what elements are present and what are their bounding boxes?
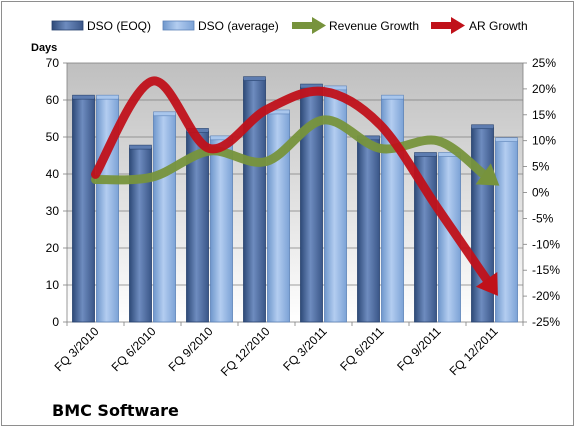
y2-tick-label: -15% xyxy=(532,263,560,277)
legend-label-revenue-growth: Revenue Growth xyxy=(329,19,419,33)
x-tick-label: FQ 12/2010 xyxy=(218,324,273,379)
legend: DSO (EOQ) DSO (average) Revenue Growth A… xyxy=(51,17,528,34)
y-axis-ticks: 0 10 20 30 40 50 60 70 xyxy=(46,56,67,329)
y-tick-label: 10 xyxy=(46,278,60,292)
y2-tick-label: -20% xyxy=(532,289,560,303)
bar-top xyxy=(471,124,494,130)
y2-tick-label: -25% xyxy=(532,315,560,329)
bar-top xyxy=(153,111,176,117)
y-tick-label: 40 xyxy=(46,167,60,181)
y2-tick-label: -10% xyxy=(532,237,560,251)
bar-top xyxy=(414,152,437,157)
legend-arrow-revenue-growth xyxy=(292,17,326,34)
x-tick-label: FQ 6/2010 xyxy=(109,324,159,374)
x-axis-ticks: FQ 3/2010 FQ 6/2010 FQ 9/2010 FQ 12/2010 FQ … xyxy=(52,322,524,379)
growth-lines xyxy=(91,76,500,296)
bar-dso-eoq xyxy=(357,138,380,323)
y-tick-label: 60 xyxy=(46,93,60,107)
x-tick-label: FQ 12/2011 xyxy=(447,324,501,378)
x-tick-label: FQ 3/2010 xyxy=(52,324,102,374)
y-tick-label: 70 xyxy=(46,56,60,70)
arrowhead-ar-growth xyxy=(475,272,498,296)
bar-top xyxy=(243,76,266,81)
bar-dso-average xyxy=(495,140,518,323)
bar-top xyxy=(129,144,152,150)
y-tick-label: 50 xyxy=(46,130,60,144)
y2-tick-label: 0% xyxy=(532,186,550,200)
y-tick-label: 20 xyxy=(46,241,60,255)
y2-tick-label: -5% xyxy=(532,211,554,225)
bar-dso-average xyxy=(153,114,176,323)
line-ar-growth xyxy=(91,76,492,284)
legend-label-dso-eoq: DSO (EOQ) xyxy=(87,19,151,33)
legend-arrow-ar-growth xyxy=(431,17,465,34)
y2-tick-label: 25% xyxy=(532,56,556,70)
legend-label-dso-average: DSO (average) xyxy=(198,19,279,33)
x-tick-label: FQ 3/2011 xyxy=(280,324,330,374)
bar-top xyxy=(381,94,404,100)
y-tick-label: 0 xyxy=(52,315,59,329)
bar-top xyxy=(96,94,119,100)
company-label: BMC Software xyxy=(52,401,179,420)
x-tick-label: FQ 6/2011 xyxy=(337,324,387,374)
y2-tick-label: 15% xyxy=(532,108,556,122)
x-tick-label: FQ 9/2011 xyxy=(394,324,444,374)
y-tick-label: 30 xyxy=(46,204,60,218)
bar-top xyxy=(72,94,95,100)
bar-dso-eoq xyxy=(72,97,95,323)
bar-dso-eoq xyxy=(471,127,494,323)
y2-axis-ticks: -25% -20% -15% -10% -5% 0% 5% 10% 15% 20% 25% xyxy=(523,56,560,329)
y2-tick-label: 20% xyxy=(532,82,556,96)
legend-swatch-dso-average xyxy=(162,20,195,31)
y2-tick-label: 5% xyxy=(532,160,550,174)
line-revenue-growth xyxy=(91,115,488,185)
bar-top xyxy=(495,137,518,142)
x-tick-label: FQ 9/2010 xyxy=(166,324,216,374)
legend-label-ar-growth: AR Growth xyxy=(469,19,528,33)
y2-tick-label: 10% xyxy=(532,134,556,148)
y-axis-title: Days xyxy=(31,42,57,54)
bar-dso-average xyxy=(210,138,233,323)
legend-swatch-dso-eoq xyxy=(51,20,84,31)
arrowhead-revenue-growth xyxy=(475,163,500,186)
